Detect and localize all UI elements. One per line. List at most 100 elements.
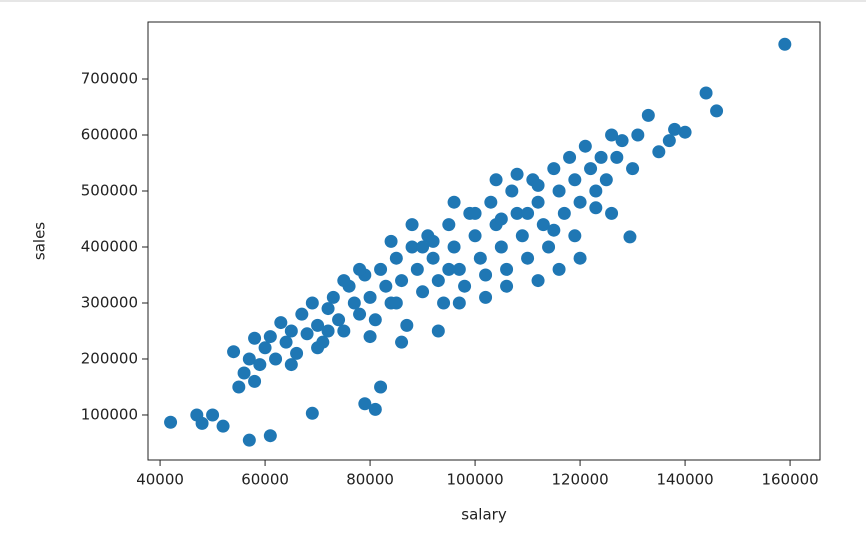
point [300, 327, 314, 341]
y-axis-label: sales [31, 222, 49, 260]
point [489, 173, 503, 187]
point [615, 134, 629, 148]
point [447, 195, 461, 209]
point [631, 128, 645, 142]
point [426, 251, 440, 265]
point [195, 416, 209, 430]
point [531, 274, 545, 288]
point [232, 380, 246, 394]
point [337, 324, 351, 338]
x-tick-label: 140000 [656, 471, 713, 489]
point [337, 274, 351, 288]
point [568, 229, 582, 243]
point [426, 234, 440, 248]
x-tick-label: 60000 [241, 471, 289, 489]
point [594, 150, 608, 164]
y-tick-label: 100000 [81, 405, 138, 423]
point [206, 408, 220, 422]
point [284, 324, 298, 338]
point [395, 274, 409, 288]
point [311, 341, 325, 355]
point [274, 316, 288, 330]
x-tick-label: 80000 [346, 471, 394, 489]
point [494, 212, 508, 226]
point [626, 162, 640, 176]
point [589, 184, 603, 198]
point [652, 145, 666, 159]
point [447, 240, 461, 254]
plot-frame [147, 21, 821, 461]
point [242, 433, 256, 447]
point [405, 218, 419, 232]
point [552, 184, 566, 198]
point [400, 318, 414, 332]
point [437, 296, 451, 310]
point [521, 206, 535, 220]
point [678, 125, 692, 139]
point [374, 380, 388, 394]
x-axis-label: salary [461, 506, 507, 524]
point [279, 335, 293, 349]
point [248, 374, 262, 388]
point [641, 108, 655, 122]
x-tick-label: 160000 [761, 471, 818, 489]
point [468, 229, 482, 243]
point [305, 406, 319, 420]
point [500, 279, 514, 293]
point [410, 262, 424, 276]
point [578, 139, 592, 153]
point [563, 150, 577, 164]
point [610, 150, 624, 164]
y-tick-label: 600000 [81, 125, 138, 143]
point [500, 262, 514, 276]
y-tick-label: 300000 [81, 293, 138, 311]
point [515, 229, 529, 243]
point [431, 324, 445, 338]
point [353, 307, 367, 321]
point [263, 330, 277, 344]
point [510, 167, 524, 181]
point [248, 331, 262, 345]
point [332, 313, 346, 327]
point [442, 262, 456, 276]
point [290, 346, 304, 360]
point [284, 358, 298, 372]
point [216, 419, 230, 433]
point [589, 201, 603, 215]
y-tick-label: 700000 [81, 70, 138, 88]
point [363, 290, 377, 304]
point [505, 184, 519, 198]
point [405, 240, 419, 254]
point [321, 302, 335, 316]
point [431, 274, 445, 288]
point [347, 296, 361, 310]
point [605, 206, 619, 220]
point [295, 307, 309, 321]
point [521, 251, 535, 265]
point [379, 279, 393, 293]
point [778, 37, 792, 51]
point [547, 162, 561, 176]
point [353, 262, 367, 276]
point [623, 230, 637, 244]
y-tick-label: 400000 [81, 237, 138, 255]
point [416, 285, 430, 299]
point [662, 134, 676, 148]
point [321, 324, 335, 338]
point [389, 251, 403, 265]
point [584, 162, 598, 176]
point [237, 366, 251, 380]
point [227, 345, 241, 359]
point [479, 290, 493, 304]
point [531, 195, 545, 209]
x-tick-label: 120000 [551, 471, 608, 489]
point [389, 296, 403, 310]
point [305, 296, 319, 310]
point [368, 402, 382, 416]
point [668, 122, 682, 136]
point [494, 240, 508, 254]
point [442, 218, 456, 232]
point [358, 397, 372, 411]
point [326, 290, 340, 304]
